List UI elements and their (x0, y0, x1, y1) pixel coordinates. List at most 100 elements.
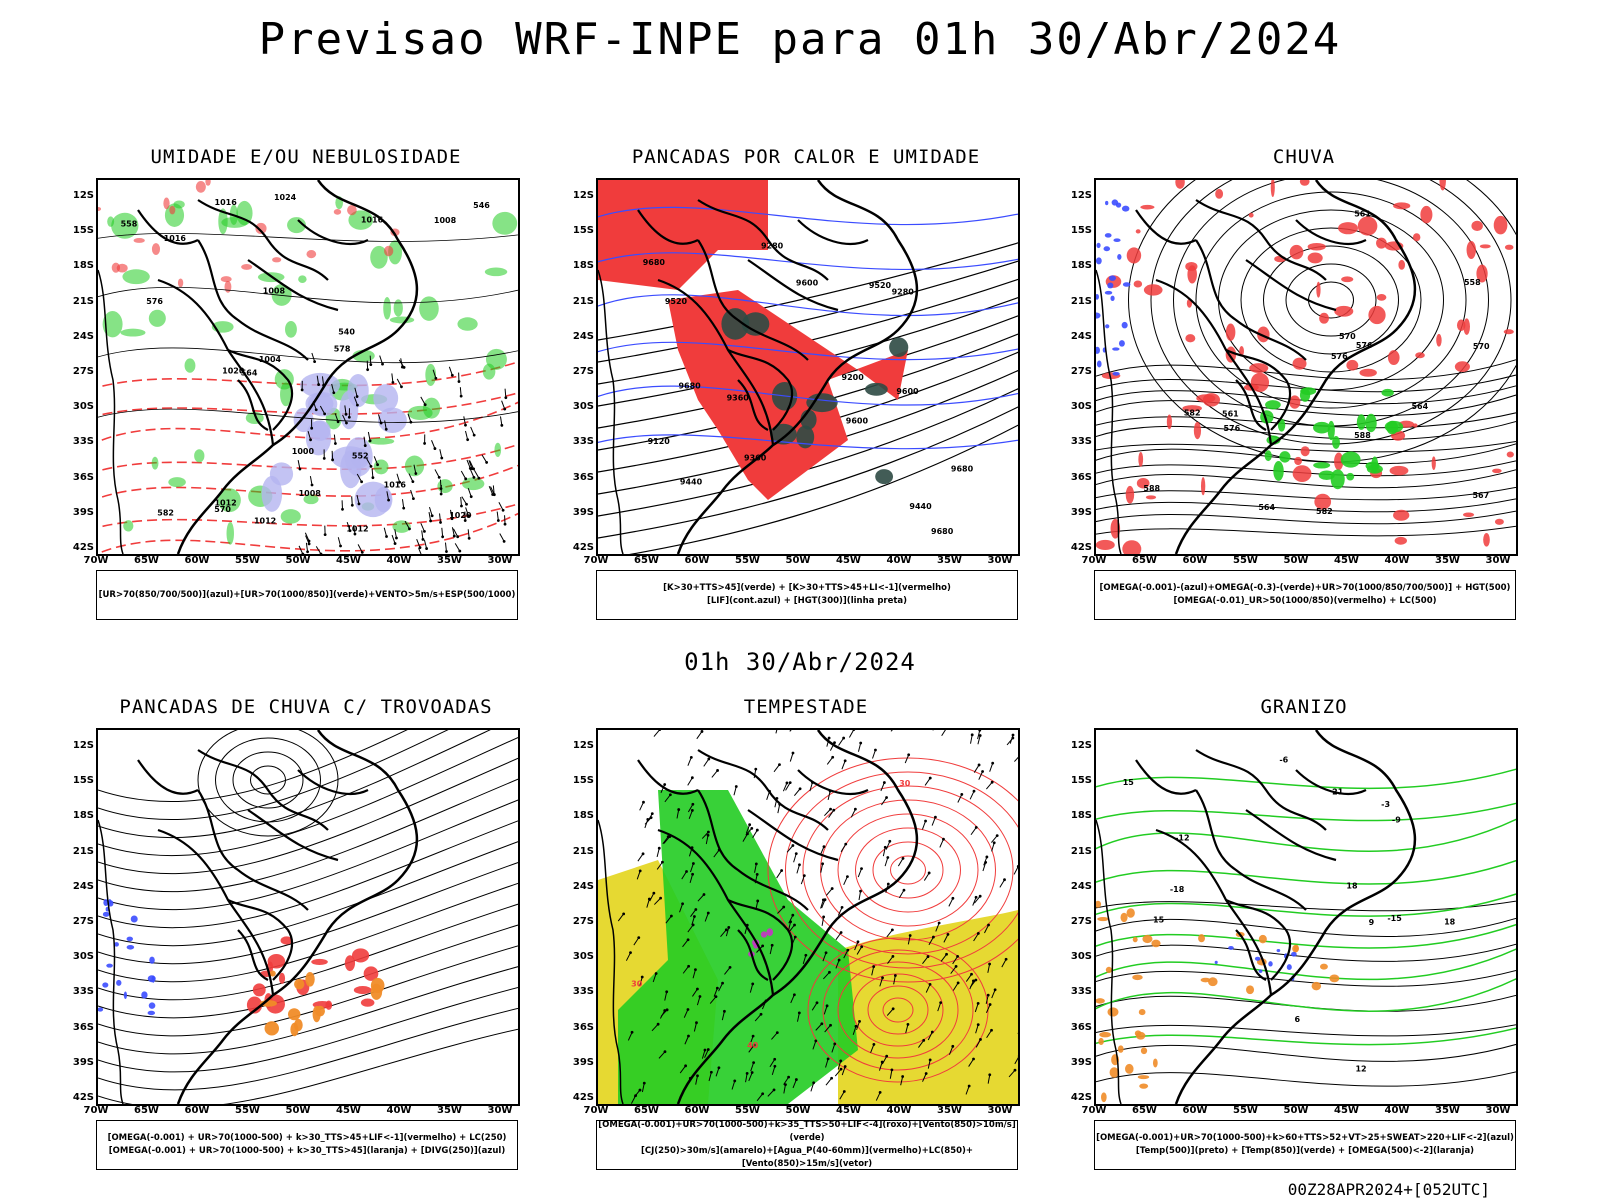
wind-vector-850 (837, 1060, 842, 1070)
wind-vector (439, 513, 442, 523)
red-spot (384, 245, 394, 257)
wind-vector-850-head (829, 1023, 832, 1027)
wind-vector-850-head (1013, 1068, 1017, 1072)
wind-vector-850-head (928, 1058, 932, 1062)
wind-vector-850 (924, 777, 931, 786)
rain-region (1136, 477, 1150, 489)
latitude-tick-label: 27S (572, 366, 594, 377)
contour-label: 9680 (678, 382, 701, 391)
streamline (98, 799, 518, 911)
rain-region (1193, 421, 1202, 440)
wind-vector-head (501, 508, 505, 512)
wind-vector (450, 509, 453, 519)
contour-label: 1024 (274, 193, 297, 202)
wind-vector-head (306, 550, 309, 554)
rain-region (1483, 532, 1490, 547)
rain-region (1249, 363, 1269, 374)
wind-vector (408, 473, 414, 482)
humidity-low-level (122, 269, 150, 285)
wind-vector-850-head (822, 915, 826, 919)
wind-vector-850-head (974, 978, 978, 982)
wind-vector (354, 387, 358, 397)
latitude-tick-label: 42S (572, 1092, 594, 1103)
wind-vector-850 (922, 1073, 927, 1082)
divergence-region (103, 899, 109, 907)
wind-vector-850 (756, 1093, 764, 1102)
longitude-tick-label: 40W (1384, 1105, 1410, 1116)
wind-vector-850-head (822, 845, 826, 849)
longitude-tick-label: 65W (634, 1105, 659, 1116)
wind-vector-850 (697, 894, 705, 902)
wind-vector-850 (977, 730, 981, 740)
contour-label: 588 (1143, 484, 1160, 493)
wind-vector-850-head (748, 823, 752, 827)
thunderstorm-region (353, 986, 372, 995)
wind-vector-850-head (978, 734, 982, 737)
panel-title: PANCADAS DE CHUVA C/ TROVOADAS (119, 696, 493, 718)
wind-vector-850 (777, 906, 785, 914)
wind-vector-850-head (956, 981, 960, 985)
omega-500-region (1140, 1047, 1148, 1055)
omega-500-region (1117, 1045, 1124, 1053)
wind-vector-head (376, 463, 379, 467)
wind-vector-head (334, 442, 337, 445)
red-spot (224, 280, 232, 293)
longitude-tick-label: 35W (937, 555, 962, 566)
wind-vector (366, 458, 372, 467)
wind-vector-850 (789, 730, 792, 732)
political-border (227, 349, 294, 431)
wind-vector-850 (745, 1073, 748, 1083)
wind-vector-850-head (846, 875, 849, 879)
wind-vector (410, 489, 414, 499)
streamline (98, 736, 518, 857)
rain-region (1138, 452, 1144, 467)
wind-vector (321, 376, 325, 386)
contour-label: 576 (1331, 352, 1348, 361)
contour-label: 564 (241, 369, 258, 378)
wind-vector-850 (835, 959, 840, 969)
latitude-tick-label: 30S (572, 951, 594, 963)
wind-vector-850 (922, 956, 929, 964)
hgt-500-contour (1096, 359, 1516, 381)
wind-vector (496, 511, 499, 521)
latitude-tick-label: 12S (1070, 190, 1092, 201)
wind-vector-head (423, 442, 426, 445)
wind-vector-850 (824, 1024, 831, 1033)
wind-vector-850-head (703, 1048, 707, 1052)
omega-500-region (1320, 963, 1328, 970)
thickness-contour (98, 361, 518, 389)
wind-vector-850 (720, 929, 727, 938)
red-spot (98, 206, 102, 212)
hail-region (1286, 964, 1292, 971)
wind-vector-850 (957, 794, 963, 803)
wind-vector (453, 528, 459, 537)
political-border (247, 809, 339, 862)
map-plot: 30 40 30 (596, 728, 1020, 1106)
omega-region (1104, 290, 1113, 295)
wind-vector-850 (687, 777, 693, 786)
wind-vector-850 (841, 760, 846, 770)
wind-vector-850-head (874, 748, 877, 752)
wind-vector-850 (733, 786, 737, 796)
rain-region (1300, 446, 1310, 457)
lc-850-contour (882, 997, 914, 1023)
wind-vector-850-head (886, 856, 890, 859)
hgt-500-contour (1096, 394, 1516, 417)
wind-vector-850 (651, 1023, 659, 1032)
wind-vector-850 (656, 861, 663, 870)
rain-region (1175, 180, 1185, 189)
panel-title: PANCADAS POR CALOR E UMIDADE (631, 146, 981, 168)
hgt-500-contour (1150, 180, 1512, 445)
rain-region (1492, 468, 1502, 474)
omega-region (1118, 340, 1125, 347)
contour-label: 552 (352, 452, 369, 461)
wind-vector-850-head (696, 1074, 699, 1078)
wind-vector-850 (968, 1058, 974, 1067)
wind-vector (319, 405, 326, 415)
wind-vector-850-head (750, 826, 754, 830)
wind-vector-head (402, 366, 406, 369)
omega-500-region (1098, 1037, 1104, 1046)
latitude-tick-label: 12S (72, 190, 94, 201)
wind-vector-850 (800, 875, 805, 885)
wind-vector-850-head (798, 863, 801, 867)
